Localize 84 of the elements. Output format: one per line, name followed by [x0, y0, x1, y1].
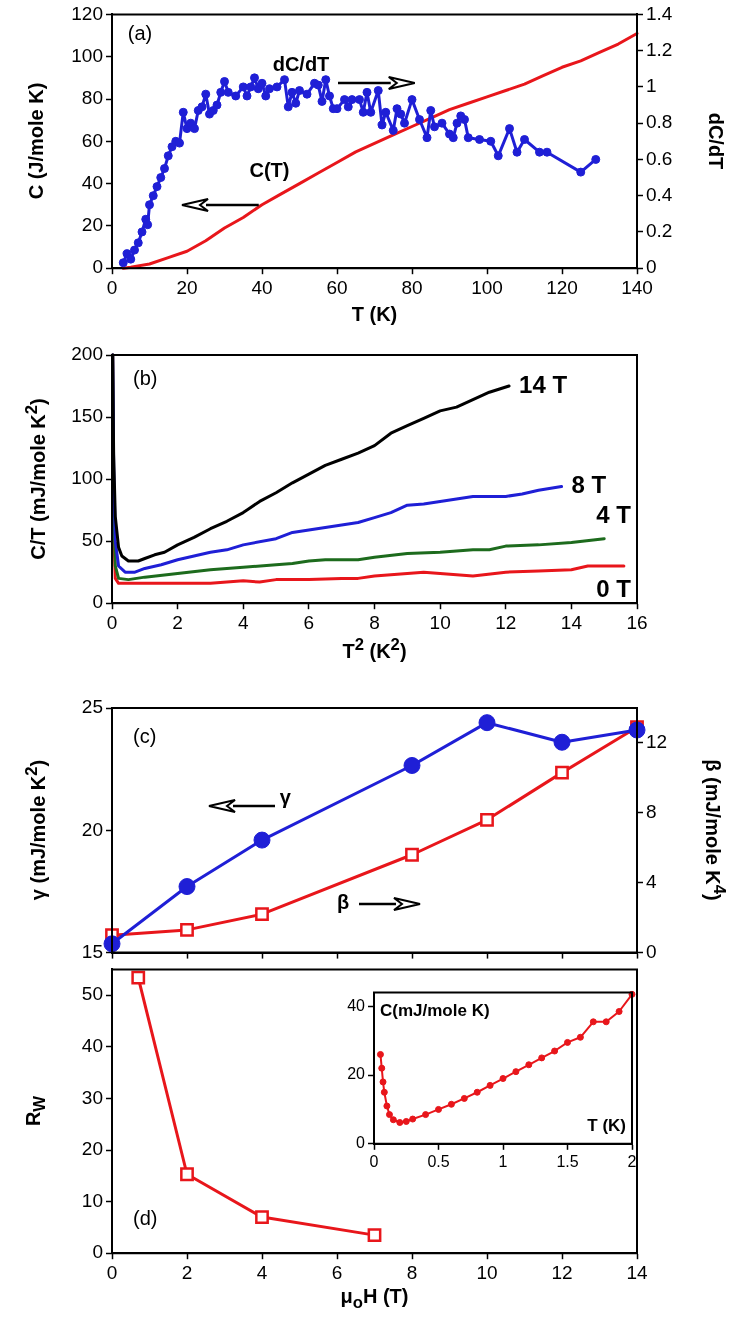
- y-tick-label: 20: [347, 1065, 366, 1083]
- y2-tick-label: 0.4: [646, 183, 673, 205]
- x-tick-label: 2: [172, 611, 183, 633]
- x-tick-label: 20: [176, 276, 198, 298]
- y-tick-label: 20: [81, 818, 103, 840]
- x-tick-label: 12: [495, 611, 517, 633]
- y-axis-title: C(mJ/mole K): [380, 1000, 490, 1021]
- annotation: dC/dT: [272, 52, 330, 75]
- series-label: 4 T: [596, 501, 632, 529]
- x-tick-label: 100: [471, 276, 503, 298]
- y-tick-label: 100: [71, 44, 103, 66]
- x-tick-label: 4: [256, 1261, 268, 1283]
- y2-tick-label: 4: [646, 870, 657, 892]
- x-tick-label: 2: [627, 1152, 637, 1170]
- y2-tick-label: 0: [646, 940, 657, 962]
- y-tick-label: 30: [81, 1086, 103, 1108]
- x-tick-label: 0.5: [427, 1152, 450, 1170]
- x-tick-label: 140: [621, 276, 653, 298]
- x-axis-title: T$^{2}$ (K$^{2}$): [342, 635, 407, 664]
- x-tick-label: 120: [546, 276, 578, 298]
- y-tick-label: 200: [71, 343, 103, 365]
- x-axis-title: μ$_{o}$H (T): [340, 1285, 409, 1314]
- y2-tick-label: 0: [646, 256, 657, 278]
- x-tick-label: 40: [251, 276, 273, 298]
- y-tick-label: 20: [81, 214, 103, 236]
- y-tick-label: 60: [81, 129, 103, 151]
- y2-axis-title: dC/dT: [703, 112, 727, 170]
- y-tick-label: 40: [81, 171, 103, 193]
- annotation: C(T): [249, 159, 290, 182]
- y2-tick-label: 12: [646, 731, 668, 753]
- y-tick-label: 120: [71, 2, 103, 24]
- x-tick-label: 60: [326, 276, 348, 298]
- x-tick-label: 8: [369, 611, 380, 633]
- x-tick-label: 80: [401, 276, 423, 298]
- x-tick-label: 8: [406, 1261, 418, 1283]
- y-tick-label: 0: [92, 1241, 103, 1263]
- x-tick-label: 4: [237, 611, 249, 633]
- series-label: 14 T: [519, 370, 568, 398]
- y2-tick-label: 0.2: [646, 220, 673, 242]
- annotation: β: [336, 891, 350, 914]
- y2-tick-label: 0.6: [646, 147, 673, 169]
- y-tick-label: 0: [92, 256, 103, 278]
- x-tick-label: 14: [560, 611, 583, 633]
- annotation: (b): [133, 367, 158, 390]
- x-tick-label: 10: [476, 1261, 498, 1283]
- y-tick-label: 50: [81, 983, 103, 1005]
- y-tick-label: 50: [81, 529, 103, 551]
- annotation: (d): [133, 1206, 158, 1229]
- y-tick-label: 40: [81, 1035, 103, 1057]
- y2-tick-label: 1.2: [646, 38, 673, 60]
- y2-tick-label: 0.8: [646, 111, 673, 133]
- y-tick-label: 150: [71, 405, 103, 427]
- y2-tick-label: 1.4: [646, 2, 673, 24]
- x-tick-label: 14: [626, 1261, 648, 1283]
- y2-tick-label: 1: [646, 75, 657, 97]
- x-axis-title: T (K): [351, 302, 398, 326]
- x-tick-label: 0: [106, 611, 118, 633]
- y-tick-label: 0: [92, 591, 103, 613]
- y-tick-label: 0: [356, 1134, 366, 1152]
- x-tick-label: 16: [626, 611, 648, 633]
- x-axis-title: T (K): [587, 1115, 626, 1136]
- x-tick-label: 0: [369, 1152, 379, 1170]
- x-tick-label: 12: [551, 1261, 573, 1283]
- y-tick-label: 10: [81, 1189, 103, 1211]
- y-tick-label: 40: [347, 996, 366, 1014]
- annotation: (c): [133, 724, 157, 747]
- x-tick-label: 2: [181, 1261, 193, 1283]
- y-tick-label: 80: [81, 87, 103, 109]
- series-label: 8 T: [571, 471, 607, 499]
- x-tick-label: 1.5: [556, 1152, 579, 1170]
- x-tick-label: 10: [429, 611, 451, 633]
- annotation: γ: [279, 786, 292, 809]
- annotation: (a): [127, 22, 153, 45]
- x-tick-label: 0: [106, 1261, 118, 1283]
- y-axis-title: C (J/mole K): [24, 82, 48, 200]
- y-tick-label: 25: [81, 696, 103, 718]
- x-tick-label: 6: [331, 1261, 343, 1283]
- y-tick-label: 100: [71, 467, 103, 489]
- y-tick-label: 15: [81, 940, 103, 962]
- series-label: 0 T: [596, 574, 632, 602]
- x-tick-label: 0: [106, 276, 118, 298]
- x-tick-label: 6: [303, 611, 315, 633]
- x-tick-label: 1: [498, 1152, 508, 1170]
- y2-tick-label: 8: [646, 801, 657, 823]
